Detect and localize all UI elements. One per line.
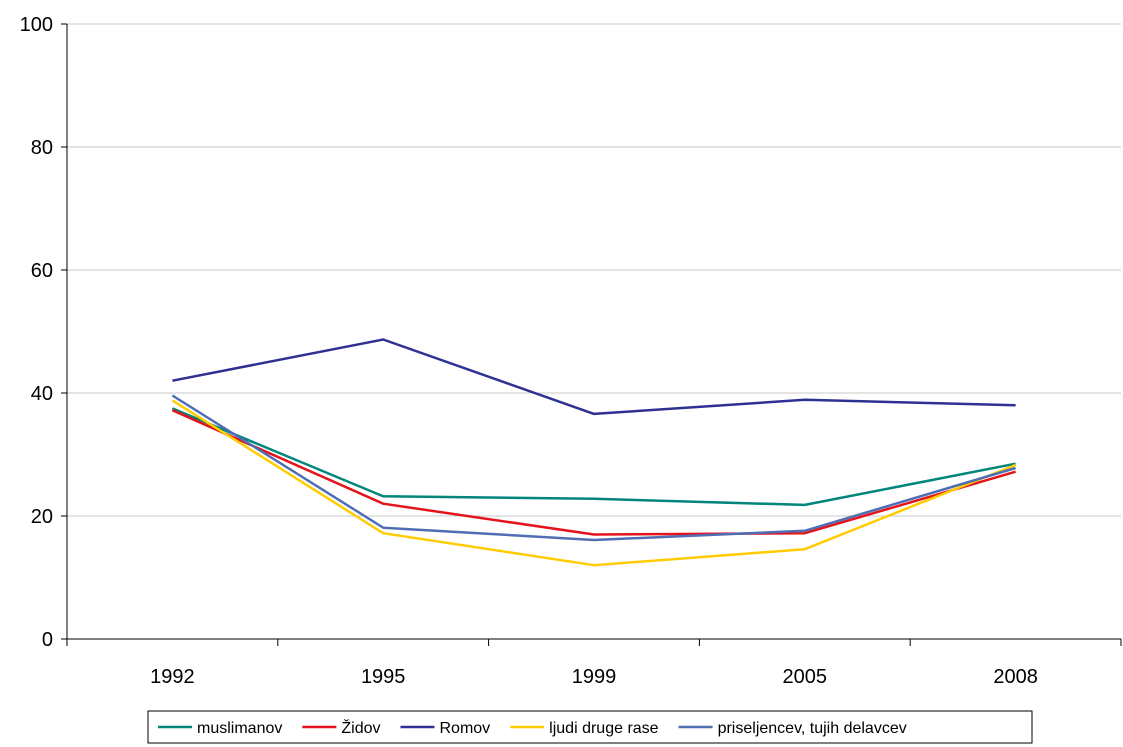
series-line-5 xyxy=(171,394,1016,542)
y-tick-label: 60 xyxy=(31,260,53,282)
gridlines xyxy=(67,23,1121,517)
x-tick-label: 1995 xyxy=(361,666,406,688)
y-tick-label: 80 xyxy=(31,137,53,159)
legend-label: muslimanov xyxy=(197,720,282,737)
legend-label: Židov xyxy=(341,718,380,737)
series-lines xyxy=(171,338,1017,567)
y-tick-label: 20 xyxy=(31,506,53,528)
x-tick-label: 2008 xyxy=(993,666,1038,688)
series-line-1 xyxy=(171,407,1016,507)
series-line-2 xyxy=(171,409,1016,536)
series-line-4 xyxy=(171,399,1017,567)
legend-label: ljudi druge rase xyxy=(549,720,659,737)
legend-box xyxy=(147,710,1033,744)
legend: muslimanov Židov Romov ljudi druge rase pris… xyxy=(147,710,1033,744)
y-tick-label: 0 xyxy=(42,629,53,651)
legend-label: Romov xyxy=(439,720,490,737)
axes xyxy=(61,23,1122,646)
series-line-3 xyxy=(172,338,1016,416)
x-tick-label: 2005 xyxy=(783,666,828,688)
x-tick-labels: 1992 1995 1999 2005 2008 xyxy=(150,666,1038,688)
x-tick-label: 1999 xyxy=(572,666,617,688)
y-tick-label: 40 xyxy=(31,383,53,405)
y-tick-label: 100 xyxy=(20,14,53,36)
x-tick-label: 1992 xyxy=(150,666,195,688)
legend-label: priseljencev, tujih delavcev xyxy=(718,720,907,737)
y-tick-labels: 0 20 40 60 80 100 xyxy=(20,14,53,651)
